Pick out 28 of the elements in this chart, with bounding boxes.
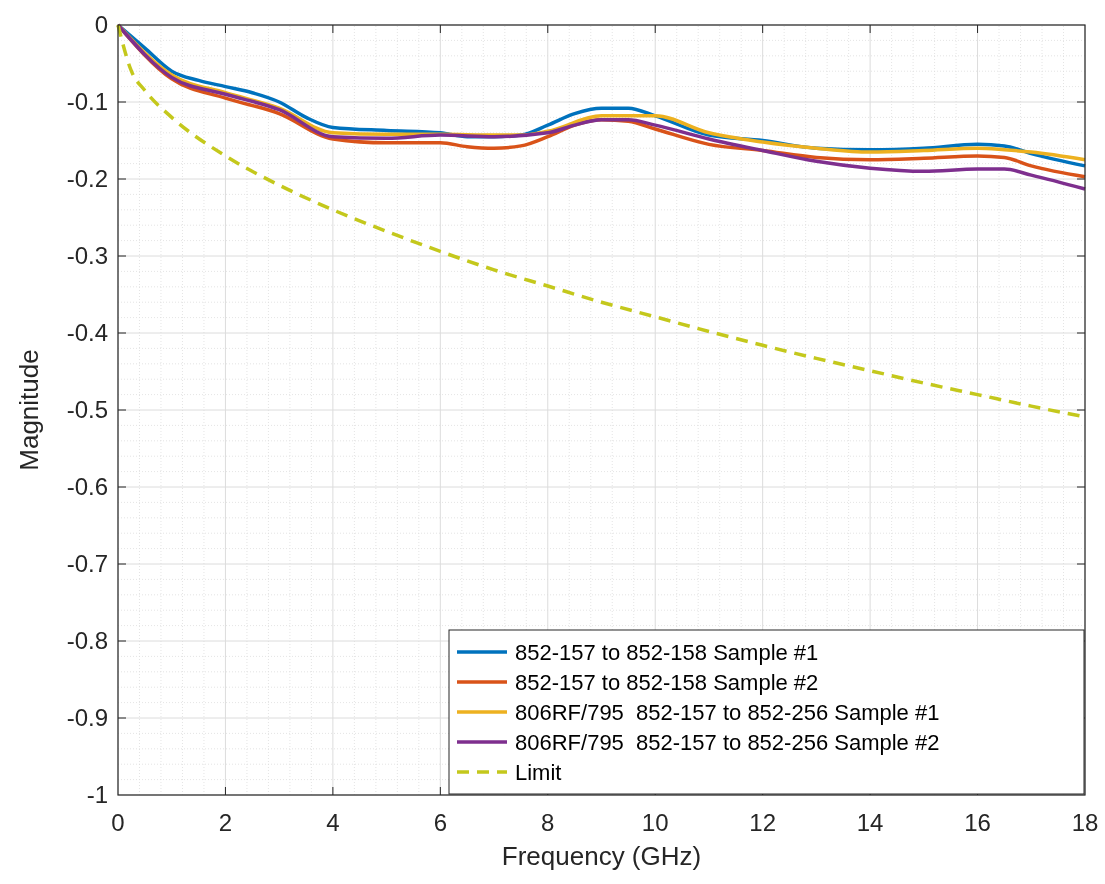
y-tick-label: -0.7 <box>66 550 108 578</box>
y-tick-label: 0 <box>94 11 108 39</box>
x-axis-title: Frequency (GHz) <box>501 841 702 871</box>
y-tick-label: -0.2 <box>66 165 108 193</box>
x-tick-label: 16 <box>964 809 991 836</box>
x-tick-label: 10 <box>641 809 669 836</box>
x-tick-label: 8 <box>541 809 555 836</box>
x-tick-label: 4 <box>326 809 340 836</box>
x-tick-label: 14 <box>856 809 884 836</box>
x-tick-label: 18 <box>1071 809 1099 836</box>
legend-label: Limit <box>515 759 562 785</box>
y-tick-label: -1 <box>86 781 108 809</box>
y-tick-label: -0.6 <box>66 473 108 501</box>
y-tick-label: -0.9 <box>66 704 108 732</box>
legend-label: 852-157 to 852-158 Sample #1 <box>515 639 819 665</box>
y-tick-label: -0.3 <box>66 242 108 270</box>
y-tick-label: -0.8 <box>66 627 108 655</box>
y-tick-label: -0.5 <box>66 396 108 424</box>
y-tick-label: -0.1 <box>66 88 108 116</box>
legend-label: 806RF/795 852-157 to 852-256 Sample #2 <box>515 729 940 755</box>
y-axis-title: Magnitude <box>14 349 44 471</box>
y-tick-label: -0.4 <box>66 319 108 347</box>
x-tick-label: 6 <box>433 809 448 836</box>
legend-label: 852-157 to 852-158 Sample #2 <box>515 669 819 695</box>
legend-label: 806RF/795 852-157 to 852-256 Sample #1 <box>515 699 940 725</box>
x-tick-label: 2 <box>218 809 233 836</box>
x-tick-label: 0 <box>111 809 125 836</box>
x-tick-label: 12 <box>749 809 777 836</box>
